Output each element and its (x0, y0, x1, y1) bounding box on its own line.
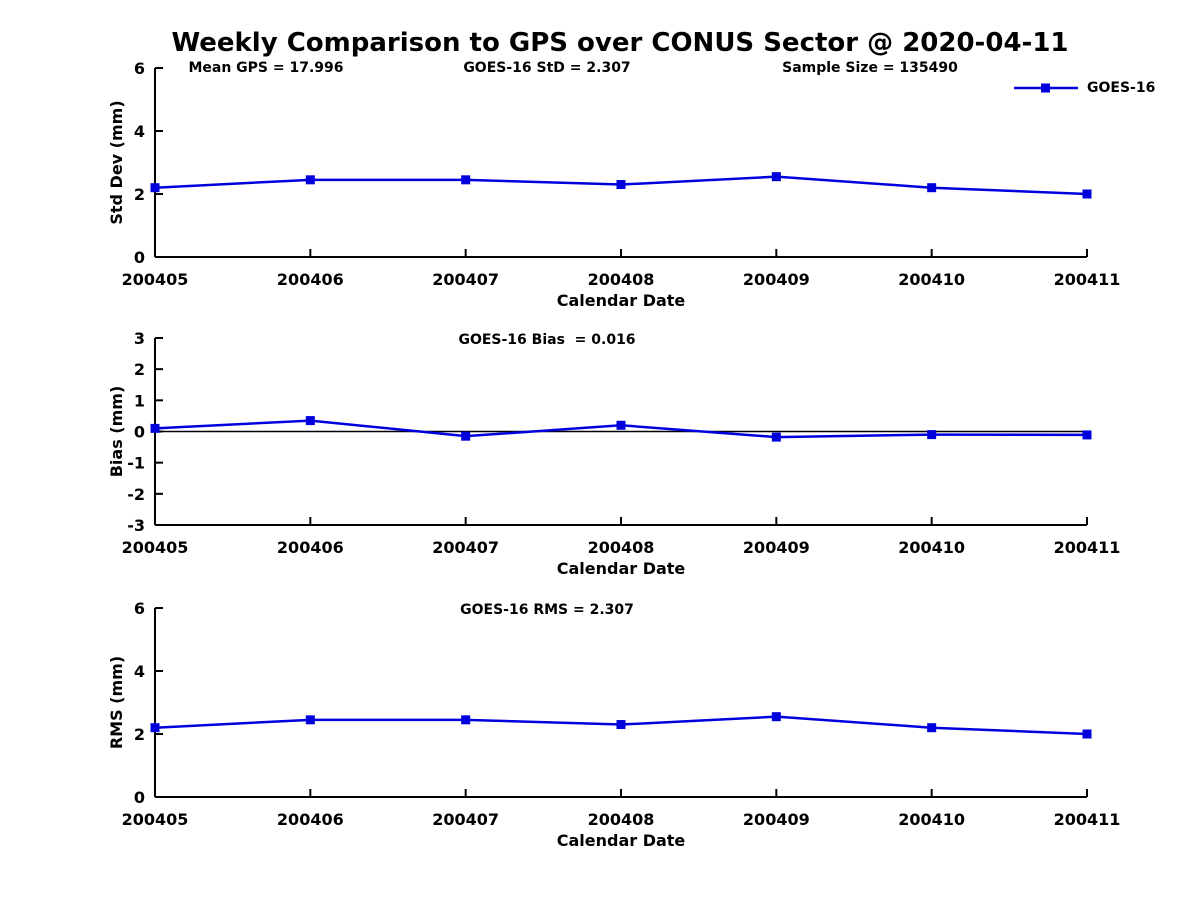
data-point-marker (1082, 189, 1092, 199)
y-tick-label: 6 (134, 59, 145, 78)
data-point-marker (305, 416, 315, 426)
data-point-marker (927, 723, 937, 733)
x-axis-title: Calendar Date (557, 831, 686, 850)
y-tick-label: 6 (134, 599, 145, 618)
subplot-bias: 3 2 1 0 -1 -2 -3 200405 200406 200407 200408 200409… (107, 329, 1120, 578)
x-tick-label: 200407 (432, 810, 499, 829)
x-tick-label: 200406 (277, 270, 344, 289)
subplot-annotation: GOES-16 RMS = 2.307 (460, 602, 634, 618)
subplot-rms: 0 2 4 6 200405 200406 200407 200408 200409 200410… (107, 599, 1120, 850)
x-tick-label: 200409 (743, 270, 810, 289)
data-point-marker (616, 720, 626, 730)
data-point-marker (461, 175, 471, 185)
x-tick-label: 200405 (122, 810, 189, 829)
data-point-marker (461, 715, 471, 725)
x-axis-title: Calendar Date (557, 559, 686, 578)
y-tick-label: 2 (134, 185, 145, 204)
x-tick-label: 200409 (743, 538, 810, 557)
data-point-marker (771, 432, 781, 442)
x-tick-label: 200409 (743, 810, 810, 829)
legend-label: GOES-16 (1087, 80, 1156, 96)
y-tick-label: 3 (134, 329, 145, 348)
annotation-sample-size: Sample Size = 135490 (782, 60, 958, 76)
y-axis-title: RMS (mm) (107, 656, 126, 749)
y-tick-label: 2 (134, 725, 145, 744)
x-tick-label: 200410 (898, 270, 965, 289)
y-tick-label: 0 (134, 788, 145, 807)
x-axis-title: Calendar Date (557, 291, 686, 310)
page-title: Weekly Comparison to GPS over CONUS Sect… (171, 28, 1069, 58)
x-tick-label: 200411 (1054, 270, 1121, 289)
x-tick-label: 200411 (1054, 810, 1121, 829)
data-point-marker (771, 172, 781, 182)
y-tick-label: 4 (134, 122, 145, 141)
data-point-marker (150, 723, 160, 733)
y-tick-label: 4 (134, 662, 145, 681)
data-point-marker (927, 183, 937, 193)
legend: GOES-16 (1013, 80, 1155, 96)
y-tick-label: -1 (127, 454, 145, 473)
y-tick-label: 1 (134, 391, 145, 410)
subplot-annotation: GOES-16 Bias = 0.016 (458, 332, 635, 348)
x-tick-label: 200408 (588, 538, 655, 557)
data-point-marker (616, 180, 626, 190)
data-point-marker (927, 430, 937, 440)
data-point-marker (150, 183, 160, 193)
y-tick-label: -3 (127, 516, 145, 535)
y-tick-label: 0 (134, 248, 145, 267)
annotation-mean-gps: Mean GPS = 17.996 (188, 60, 344, 76)
y-tick-label: -2 (127, 485, 145, 504)
x-tick-label: 200411 (1054, 538, 1121, 557)
y-tick-label: 2 (134, 360, 145, 379)
data-point-marker (150, 423, 160, 433)
x-tick-label: 200407 (432, 538, 499, 557)
data-point-marker (1082, 729, 1092, 739)
x-tick-label: 200410 (898, 538, 965, 557)
x-tick-label: 200408 (588, 810, 655, 829)
x-tick-label: 200405 (122, 270, 189, 289)
data-point-marker (616, 420, 626, 430)
x-tick-label: 200406 (277, 538, 344, 557)
data-point-marker (1082, 430, 1092, 440)
y-tick-label: 0 (134, 423, 145, 442)
x-tick-label: 200410 (898, 810, 965, 829)
y-axis-title: Bias (mm) (107, 386, 126, 478)
x-tick-label: 200408 (588, 270, 655, 289)
subplot-std-dev: 0 2 4 6 200405 200406 200407 200408 200409 200410… (107, 59, 1120, 310)
annotation-goes-std: GOES-16 StD = 2.307 (463, 60, 631, 76)
x-tick-label: 200406 (277, 810, 344, 829)
x-tick-label: 200405 (122, 538, 189, 557)
legend-line-sample-icon (1014, 83, 1078, 93)
data-point-marker (305, 715, 315, 725)
data-point-marker (305, 175, 315, 185)
data-point-marker (461, 431, 471, 441)
data-point-marker (771, 712, 781, 722)
x-tick-label: 200407 (432, 270, 499, 289)
y-axis-title: Std Dev (mm) (107, 100, 126, 224)
